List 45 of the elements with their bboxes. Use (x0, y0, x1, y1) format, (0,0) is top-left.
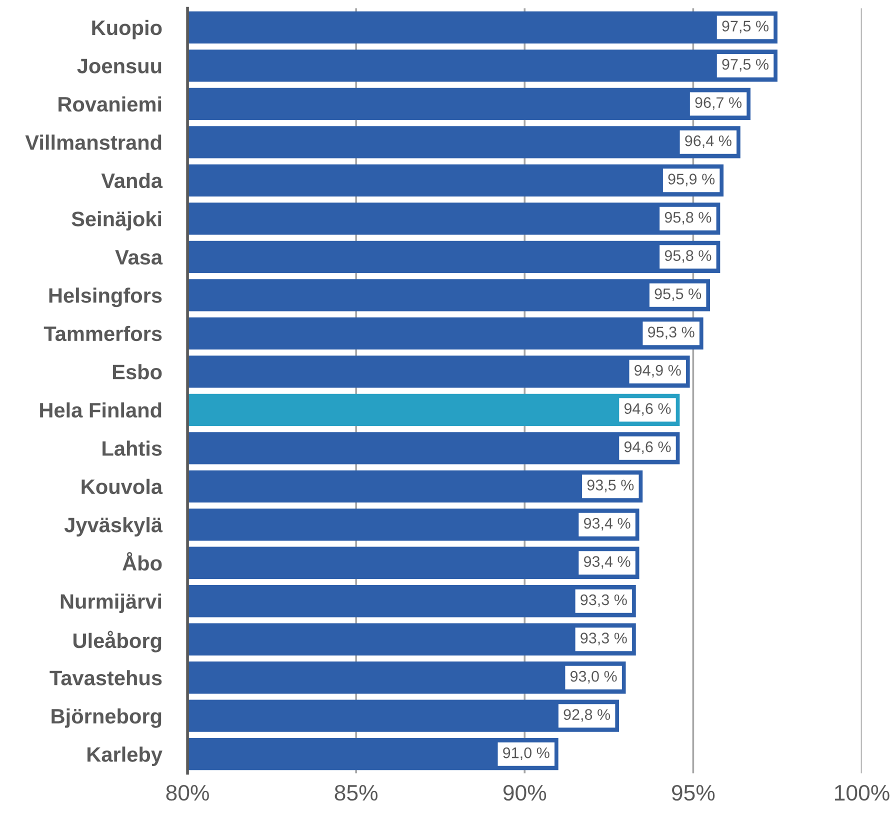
data-label: 93,4 % (584, 556, 630, 569)
y-tick-label: Jyväskylä (64, 517, 163, 536)
y-tick-label: Åbo (122, 552, 162, 571)
data-label: 96,7 % (695, 97, 742, 110)
x-tick-label: 95% (672, 784, 715, 801)
y-tick-label: Tavastehus (50, 670, 162, 686)
y-tick-label: Villmanstrand (25, 134, 162, 150)
data-label: 93,4 % (584, 518, 630, 531)
y-tick-label: Kuopio (92, 20, 162, 40)
y-tick-label: Seinäjoki (72, 211, 162, 231)
y-tick-label: Joensuu (77, 58, 162, 74)
data-label: 96,4 % (685, 135, 732, 148)
data-label: 94,6 % (624, 441, 671, 454)
y-tick-label: Rovaniemi (58, 96, 162, 112)
data-label: 95,9 % (668, 174, 715, 186)
x-tick-label: 80% (166, 784, 209, 801)
data-label: 95,8 % (664, 250, 712, 263)
x-tick-label: 90% (503, 784, 546, 801)
y-tick-label: Björneborg (52, 708, 162, 728)
data-label: 94,6 % (624, 403, 671, 416)
y-tick-label: Lahtis (102, 440, 162, 456)
data-label: 94,9 % (634, 364, 681, 378)
data-label: 95,3 % (648, 326, 694, 340)
data-label: 97,5 % (722, 58, 768, 72)
y-tick-label: Nurmijärvi (60, 594, 162, 613)
data-label: 95,5 % (654, 288, 702, 302)
y-tick-label: Vanda (101, 172, 163, 188)
data-label: 97,5 % (722, 20, 768, 34)
y-tick-label: Vasa (115, 250, 163, 265)
y-tick-label: Uleåborg (73, 630, 162, 652)
data-label: 91,0 % (503, 747, 550, 760)
y-tick-label: Karleby (88, 746, 162, 766)
data-label: 93,5 % (587, 480, 634, 492)
data-label: 93,0 % (570, 670, 617, 684)
y-tick-label: Hela Finland (40, 402, 162, 418)
data-label: 93,3 % (580, 594, 627, 608)
y-tick-label: Kouvola (82, 478, 163, 494)
y-tick-label: Helsingfors (49, 288, 162, 308)
y-tick-label: Tammerfors (44, 326, 162, 342)
x-tick-label: 85% (334, 784, 378, 801)
data-label: 92,8 % (564, 709, 610, 722)
y-tick-label: Esbo (112, 364, 162, 380)
data-label: 95,8 % (664, 212, 712, 225)
x-tick-label: 100% (835, 784, 890, 801)
data-label: 93,3 % (580, 632, 627, 646)
